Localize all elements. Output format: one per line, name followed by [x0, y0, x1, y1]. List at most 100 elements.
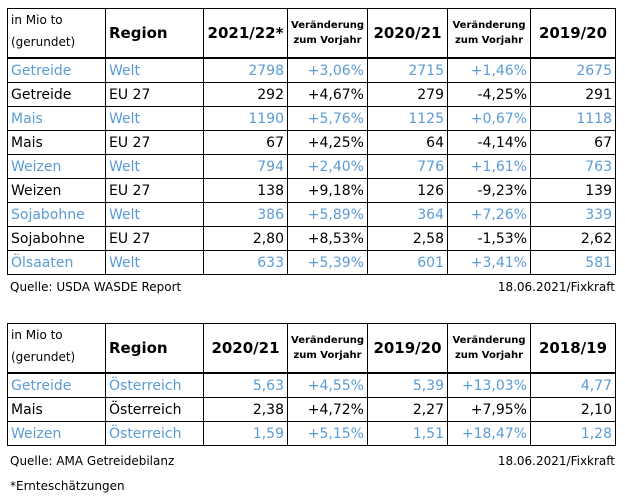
data-table: in Mio to (gerundet) Region 2020/21 Verände… [7, 323, 616, 446]
table-row: Ölsaaten Welt 633 +5,39% 601 +3,41% 581 [7, 250, 616, 275]
table-cell: Sojabohne [7, 226, 106, 251]
table-cell: 5,39 [367, 372, 448, 398]
header-cell: 2020/21 [367, 8, 448, 59]
table-cell: 2675 [530, 57, 616, 83]
table-cell: -4,14% [447, 130, 531, 155]
table-cell: 126 [367, 178, 448, 203]
table-cell: 776 [367, 154, 448, 179]
header-row: in Mio to (gerundet) Region 2020/21 Verände… [7, 323, 616, 374]
table-cell: Sojabohne [7, 202, 106, 227]
table-cell: +3,06% [287, 57, 368, 83]
table-cell: 1,51 [367, 421, 448, 446]
table-row: Getreide Welt 2798 +3,06% 2715 +1,46% 2675 [7, 57, 616, 83]
table-cell: Getreide [7, 57, 106, 83]
table-cell: 2,80 [203, 226, 288, 251]
table-cell: 763 [530, 154, 616, 179]
table-cell: Getreide [7, 82, 106, 107]
table-header: in Mio to (gerundet) Region 2021/22* Veränd… [7, 8, 616, 59]
table-cell: 291 [530, 82, 616, 107]
table-cell: 64 [367, 130, 448, 155]
table-cell: 5,63 [203, 372, 288, 398]
table-cell: Weizen [7, 154, 106, 179]
header-cell: 2021/22* [203, 8, 288, 59]
table-cell: +7,95% [447, 397, 531, 422]
table-cell: +5,89% [287, 202, 368, 227]
header-cell: Veränderung zum Vorjahr [447, 323, 531, 374]
table-cell: +5,15% [287, 421, 368, 446]
table-cell: +1,61% [447, 154, 531, 179]
table-cell: +4,55% [287, 372, 368, 398]
table-cell: 633 [203, 250, 288, 275]
header-cell: Veränderung zum Vorjahr [287, 8, 368, 59]
table-cell: 2,62 [530, 226, 616, 251]
date-note: 18.06.2021/Fixkraft [497, 454, 615, 468]
table-body: Getreide Österreich 5,63 +4,55% 5,39 +13,03% 4… [7, 372, 616, 446]
table-cell: +4,67% [287, 82, 368, 107]
header-cell: in Mio to (gerundet) [7, 8, 106, 59]
table-cell: EU 27 [105, 226, 204, 251]
table-cell: +8,53% [287, 226, 368, 251]
table-cell: +4,72% [287, 397, 368, 422]
table-cell: 2,27 [367, 397, 448, 422]
table-cell: 292 [203, 82, 288, 107]
table-cell: 1,59 [203, 421, 288, 446]
table-cell: EU 27 [105, 82, 204, 107]
table-cell: 339 [530, 202, 616, 227]
table-cell: -4,25% [447, 82, 531, 107]
table-cell: Welt [105, 202, 204, 227]
header-cell: in Mio to (gerundet) [7, 323, 106, 374]
table-cell: EU 27 [105, 178, 204, 203]
table-row: Weizen EU 27 138 +9,18% 126 -9,23% 139 [7, 178, 616, 203]
source-note: Quelle: AMA Getreidebilanz [10, 454, 175, 468]
table-cell: Welt [105, 154, 204, 179]
table-cell: Österreich [105, 397, 204, 422]
table-cell: Weizen [7, 178, 106, 203]
table-row: Getreide EU 27 292 +4,67% 279 -4,25% 291 [7, 82, 616, 107]
header-cell: 2020/21 [203, 323, 288, 374]
table-cell: 1,28 [530, 421, 616, 446]
table-cell: 279 [367, 82, 448, 107]
table-cell: Welt [105, 106, 204, 131]
table-cell: +13,03% [447, 372, 531, 398]
table-cell: +0,67% [447, 106, 531, 131]
table-cell: 1190 [203, 106, 288, 131]
table-cell: 138 [203, 178, 288, 203]
table-cell: +1,46% [447, 57, 531, 83]
date-note: 18.06.2021/Fixkraft [497, 280, 615, 294]
table-cell: 386 [203, 202, 288, 227]
table-cell: 364 [367, 202, 448, 227]
table-cell: +9,18% [287, 178, 368, 203]
header-cell: Veränderung zum Vorjahr [287, 323, 368, 374]
table-cell: 67 [203, 130, 288, 155]
table-cell: Österreich [105, 421, 204, 446]
table-cell: Mais [7, 397, 106, 422]
table-cell: +4,25% [287, 130, 368, 155]
table-cell: +3,41% [447, 250, 531, 275]
table-row: Sojabohne Welt 386 +5,89% 364 +7,26% 339 [7, 202, 616, 227]
table-cell: 1118 [530, 106, 616, 131]
header-cell: 2019/20 [367, 323, 448, 374]
table-cell: Getreide [7, 372, 106, 398]
header-cell: 2019/20 [530, 8, 616, 59]
footnote: *Ernteschätzungen [10, 479, 125, 493]
table-row: Mais Welt 1190 +5,76% 1125 +0,67% 1118 [7, 106, 616, 131]
table-cell: Ölsaaten [7, 250, 106, 275]
table-body: Getreide Welt 2798 +3,06% 2715 +1,46% 2675 Getr… [7, 57, 616, 275]
table-row: Weizen Welt 794 +2,40% 776 +1,61% 763 [7, 154, 616, 179]
table-cell: +5,39% [287, 250, 368, 275]
table-cell: +5,76% [287, 106, 368, 131]
table-cell: Weizen [7, 421, 106, 446]
table-cell: Welt [105, 57, 204, 83]
table-cell: -1,53% [447, 226, 531, 251]
table-cell: 2,38 [203, 397, 288, 422]
table-cell: 794 [203, 154, 288, 179]
table-cell: +2,40% [287, 154, 368, 179]
data-table: in Mio to (gerundet) Region 2021/22* Veränd… [7, 8, 616, 275]
table-cell: EU 27 [105, 130, 204, 155]
table-cell: 2,10 [530, 397, 616, 422]
header-row: in Mio to (gerundet) Region 2021/22* Veränd… [7, 8, 616, 59]
header-cell: 2018/19 [530, 323, 616, 374]
table-header: in Mio to (gerundet) Region 2020/21 Verände… [7, 323, 616, 374]
header-cell: Veränderung zum Vorjahr [447, 8, 531, 59]
